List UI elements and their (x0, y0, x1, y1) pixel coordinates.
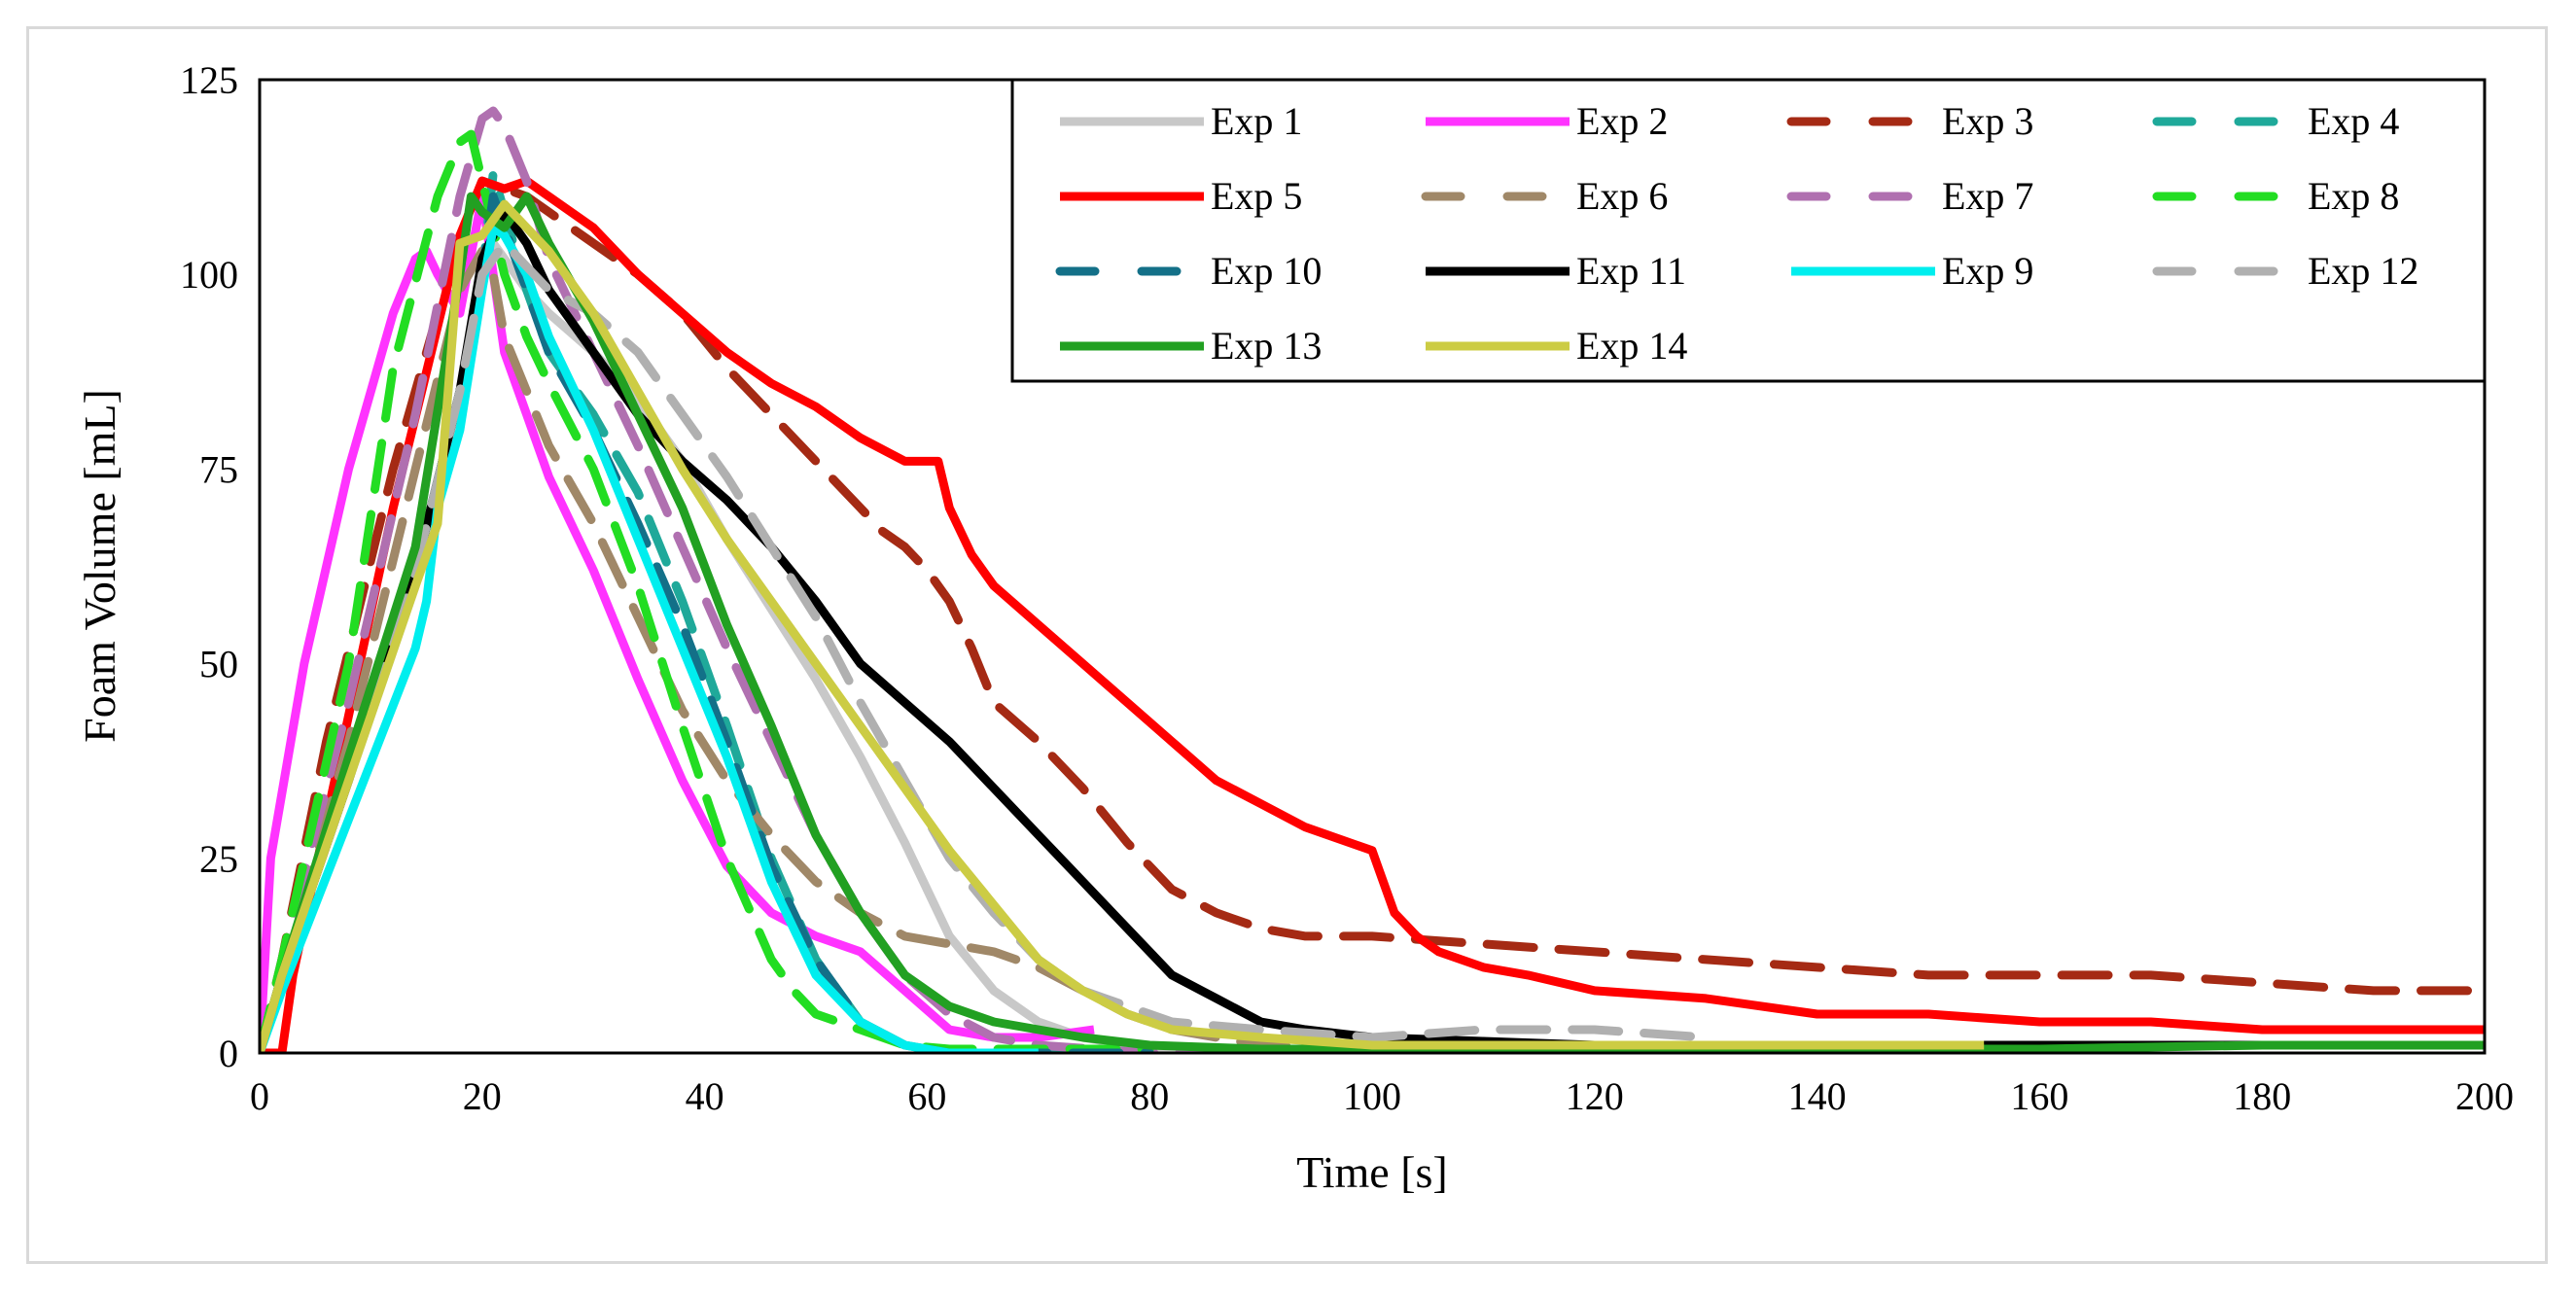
x-axis-title: Time [s] (1296, 1147, 1448, 1197)
legend-box (1010, 78, 2487, 383)
y-tick-label: 50 (199, 643, 238, 686)
x-tick-label: 120 (1566, 1074, 1624, 1118)
legend: Exp 1 Exp 2 Exp 3 Exp 4 Exp 5 Exp 6 Exp 7 Exp 8… (1010, 78, 2487, 383)
y-tick-label: 125 (180, 58, 238, 102)
y-tick-label: 0 (219, 1032, 238, 1075)
y-axis-title: Foam Volume [mL] (75, 389, 124, 743)
x-axis-tick-labels: 0 20 40 60 80 100 120 140 160 180 200 (250, 1074, 2514, 1118)
legend-label: Exp 14 (1576, 324, 1687, 368)
x-tick-label: 60 (907, 1074, 946, 1118)
legend-label: Exp 3 (1942, 99, 2033, 143)
y-tick-label: 75 (199, 447, 238, 491)
legend-label: Exp 4 (2308, 99, 2399, 143)
series-line-exp-9 (260, 223, 1039, 1053)
chart-frame: 0 25 50 75 100 125 0 20 40 60 80 100 120 140 160 180 20… (26, 26, 2548, 1264)
legend-label: Exp 13 (1211, 324, 1322, 368)
x-tick-label: 0 (250, 1074, 269, 1118)
legend-label: Exp 12 (2308, 249, 2418, 293)
legend-label: Exp 2 (1576, 99, 1668, 143)
x-tick-label: 80 (1130, 1074, 1169, 1118)
series-line-exp-7 (260, 106, 1266, 1053)
y-tick-label: 25 (199, 837, 238, 881)
x-tick-label: 100 (1343, 1074, 1401, 1118)
x-tick-label: 200 (2455, 1074, 2514, 1118)
line-chart: 0 25 50 75 100 125 0 20 40 60 80 100 120 140 160 180 20… (75, 58, 2514, 1197)
legend-label: Exp 9 (1942, 249, 2033, 293)
legend-label: Exp 8 (2308, 174, 2399, 218)
legend-label: Exp 10 (1211, 249, 1322, 293)
legend-label: Exp 1 (1211, 99, 1302, 143)
series-line-exp-12 (260, 238, 1711, 1053)
series-line-exp-3 (260, 176, 2485, 1053)
x-tick-label: 180 (2233, 1074, 2291, 1118)
y-axis-tick-labels: 0 25 50 75 100 125 (180, 58, 238, 1075)
legend-label: Exp 7 (1942, 174, 2033, 218)
x-tick-label: 20 (463, 1074, 502, 1118)
legend-label: Exp 5 (1211, 174, 1302, 218)
x-tick-label: 40 (686, 1074, 724, 1118)
legend-label: Exp 11 (1576, 249, 1686, 293)
x-tick-label: 160 (2010, 1074, 2068, 1118)
x-tick-label: 140 (1788, 1074, 1847, 1118)
series-line-exp-8 (260, 129, 1154, 1053)
legend-label: Exp 6 (1576, 174, 1668, 218)
series-line-exp-14 (260, 199, 1985, 1053)
y-tick-label: 100 (180, 253, 238, 297)
series-line-exp-2 (260, 192, 1095, 1053)
series-line-exp-5 (260, 176, 2485, 1053)
series-layer (260, 106, 2485, 1053)
